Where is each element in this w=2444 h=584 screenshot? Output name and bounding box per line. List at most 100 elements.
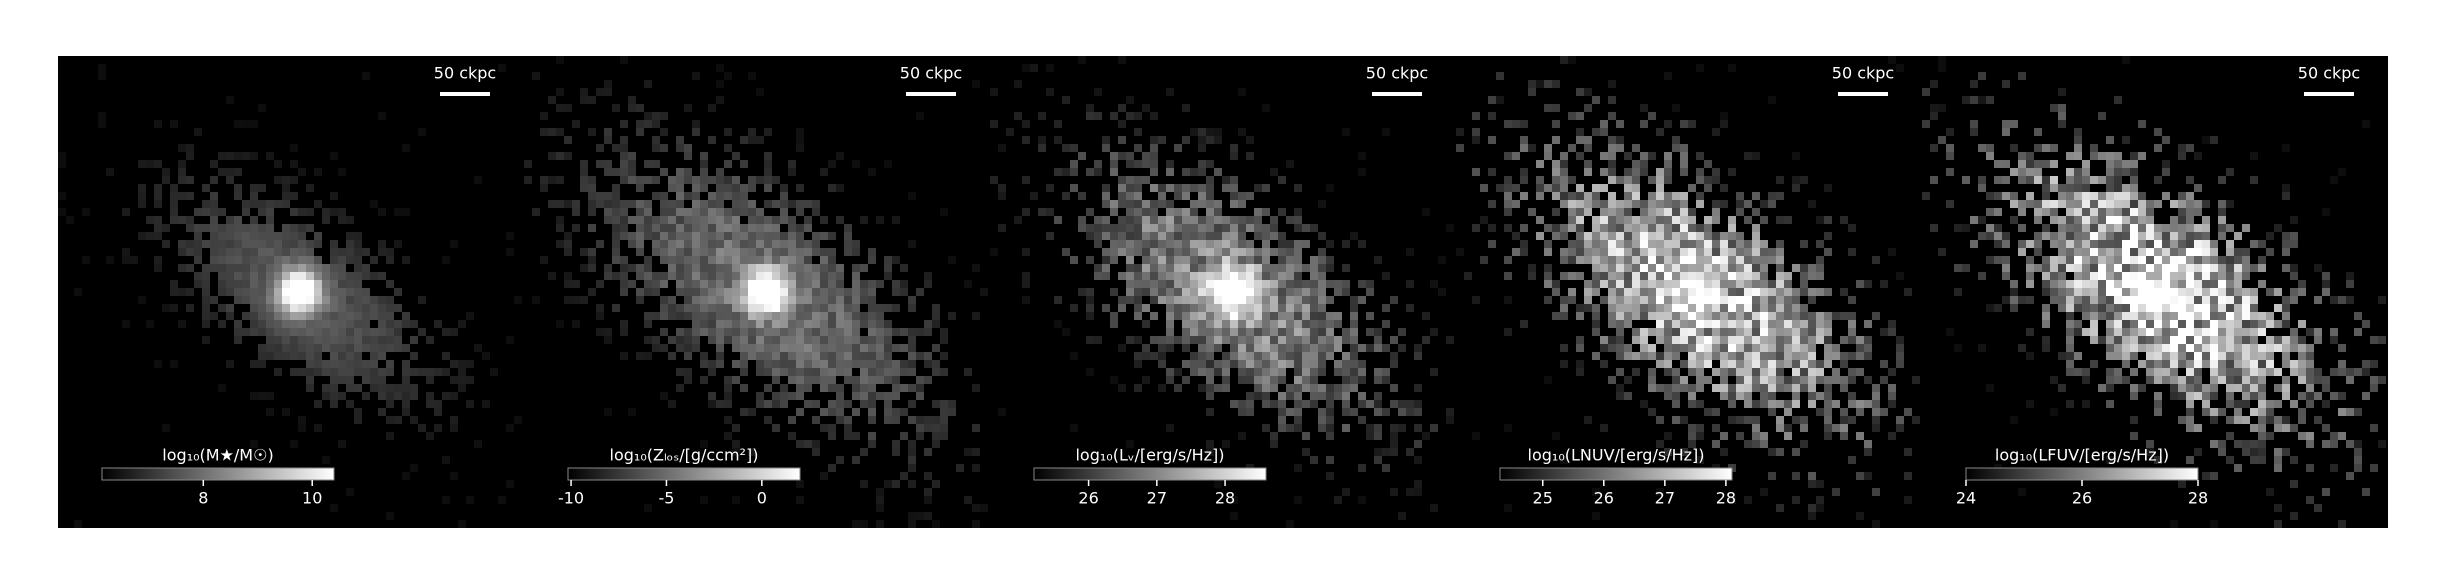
pixel: [1568, 208, 1576, 216]
pixel: [66, 216, 74, 224]
pixel: [1198, 360, 1206, 368]
pixel: [1672, 296, 1680, 304]
pixel: [330, 280, 338, 288]
pixel: [1712, 240, 1720, 248]
pixel: [628, 408, 636, 416]
pixel: [1760, 280, 1768, 288]
pixel: [916, 328, 924, 336]
pixel: [242, 120, 250, 128]
pixel: [2234, 288, 2242, 296]
pixel: [1102, 216, 1110, 224]
pixel: [1278, 272, 1286, 280]
pixel: [1616, 232, 1624, 240]
pixel: [2034, 240, 2042, 248]
pixel: [250, 272, 258, 280]
pixel: [772, 336, 780, 344]
pixel: [1294, 296, 1302, 304]
pixel: [1318, 336, 1326, 344]
pixel: [266, 304, 274, 312]
pixel: [1142, 232, 1150, 240]
pixel: [1134, 112, 1142, 120]
pixel: [2314, 368, 2322, 376]
pixel: [2154, 328, 2162, 336]
pixel: [708, 296, 716, 304]
pixel: [1760, 392, 1768, 400]
pixel: [362, 392, 370, 400]
pixel: [226, 256, 234, 264]
pixel: [1278, 424, 1286, 432]
pixel: [2130, 304, 2138, 312]
pixel: [2106, 264, 2114, 272]
pixel: [1190, 184, 1198, 192]
pixel: [1174, 224, 1182, 232]
pixel: [716, 192, 724, 200]
pixel: [2082, 328, 2090, 336]
pixel: [2162, 240, 2170, 248]
pixel: [1784, 304, 1792, 312]
pixel: [860, 368, 868, 376]
pixel: [1656, 256, 1664, 264]
pixel: [1728, 272, 1736, 280]
pixel: [1616, 256, 1624, 264]
pixel: [2314, 336, 2322, 344]
pixel: [852, 392, 860, 400]
pixel: [2090, 144, 2098, 152]
pixel: [338, 368, 346, 376]
pixel: [2138, 224, 2146, 232]
pixel: [1768, 96, 1776, 104]
pixel: [1366, 328, 1374, 336]
pixel: [2106, 288, 2114, 296]
pixel: [2042, 288, 2050, 296]
pixel: [1190, 352, 1198, 360]
pixel: [2274, 504, 2282, 512]
pixel: [298, 272, 306, 280]
pixel: [1190, 304, 1198, 312]
pixel: [644, 336, 652, 344]
pixel: [2290, 336, 2298, 344]
pixel: [2010, 144, 2018, 152]
pixel: [2194, 336, 2202, 344]
pixel: [836, 344, 844, 352]
pixel: [1318, 360, 1326, 368]
pixel: [1262, 280, 1270, 288]
pixel: [2130, 152, 2138, 160]
pixel: [804, 200, 812, 208]
pixel: [234, 272, 242, 280]
pixel: [1760, 312, 1768, 320]
pixel: [908, 240, 916, 248]
pixel: [1070, 352, 1078, 360]
pixel: [1608, 296, 1616, 304]
pixel: [780, 312, 788, 320]
pixel: [2186, 248, 2194, 256]
pixel: [700, 496, 708, 504]
pixel: [1736, 432, 1744, 440]
pixel: [314, 232, 322, 240]
pixel: [1680, 120, 1688, 128]
pixel: [892, 416, 900, 424]
pixel: [2234, 360, 2242, 368]
pixel: [282, 256, 290, 264]
pixel: [1728, 360, 1736, 368]
pixel: [1752, 336, 1760, 344]
pixel: [1688, 296, 1696, 304]
pixel: [628, 264, 636, 272]
pixel: [2290, 328, 2298, 336]
pixel: [1688, 224, 1696, 232]
pixel: [418, 424, 426, 432]
pixel: [2210, 312, 2218, 320]
pixel: [2178, 296, 2186, 304]
pixel: [2074, 192, 2082, 200]
pixel: [732, 376, 740, 384]
pixel: [1278, 392, 1286, 400]
pixel: [2066, 232, 2074, 240]
pixel: [908, 448, 916, 456]
pixel: [1390, 336, 1398, 344]
pixel: [556, 216, 564, 224]
pixel: [2330, 296, 2338, 304]
pixel: [1880, 408, 1888, 416]
pixel: [1832, 400, 1840, 408]
pixel: [2114, 352, 2122, 360]
pixel: [2146, 440, 2154, 448]
pixel: [418, 328, 426, 336]
pixel: [1560, 184, 1568, 192]
